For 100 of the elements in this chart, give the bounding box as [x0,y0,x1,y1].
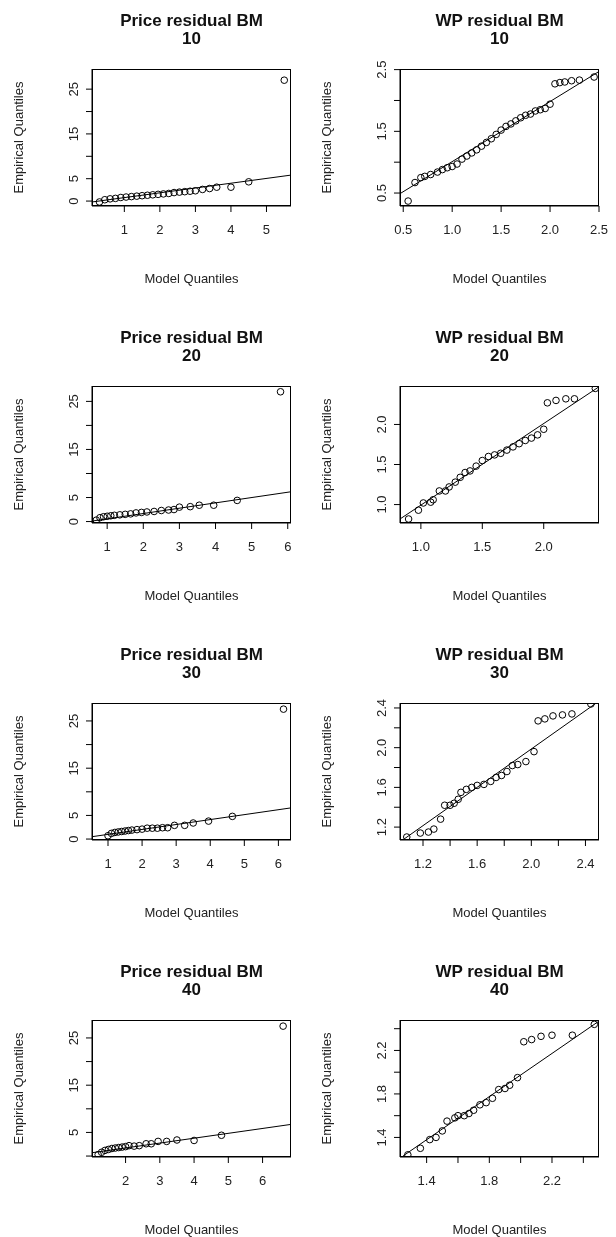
x-tick-label: 5 [248,539,256,554]
point [543,399,552,407]
point [486,777,495,786]
y-axis-title: Empirical Quantiles [10,398,26,511]
point [121,1142,130,1151]
x-axis-title: Model Quantiles [452,271,547,286]
point [107,829,116,838]
y-axis-title: Empirical Quantiles [318,715,334,828]
point [533,431,542,439]
point [164,189,173,198]
point [441,487,450,495]
point [450,799,458,808]
x-tick-label: 3 [172,856,180,871]
x-axis-title: Model Quantiles [452,905,547,920]
x-axis-title: Model Quantiles [144,271,239,286]
point [244,178,253,186]
point [534,717,542,725]
point [153,824,162,832]
point [217,1131,226,1140]
point [189,819,197,827]
y-tick-label: 5 [66,175,81,183]
point [507,120,515,128]
x-tick-label: 1 [120,222,128,237]
point [469,1106,478,1115]
point [132,192,141,200]
x-tick-label: 2.0 [541,222,560,237]
x-tick-label: 1.0 [443,222,462,237]
point [414,506,423,514]
y-tick-label: 1.8 [374,1084,389,1103]
x-tick-label: 4 [206,856,214,871]
point [476,1101,484,1109]
point [562,395,570,403]
point [170,188,178,197]
point [466,467,474,475]
x-tick-label: 2 [138,856,146,871]
point [126,510,135,518]
y-axis-title: Empirical Quantiles [10,715,26,828]
point [228,812,237,821]
point [103,512,111,521]
point [527,1035,536,1044]
point [420,172,429,181]
point [132,509,140,517]
point [92,516,101,523]
point [142,1139,150,1148]
point [541,104,549,113]
point [570,395,579,403]
point [186,502,195,511]
point [568,1031,577,1040]
point [472,462,480,470]
point [531,107,540,115]
point [402,833,411,840]
x-tick-label: 2.0 [534,539,553,554]
point [494,1085,503,1094]
x-tick-label: 1.5 [473,539,492,554]
y-tick-label: 15 [66,760,81,776]
point [454,795,463,804]
chart-title: Price residual BM 30 [119,645,264,682]
point [204,817,213,825]
point [478,456,487,465]
point [118,1143,126,1151]
point [117,827,126,836]
chart-title: Price residual BM 10 [119,11,264,48]
y-tick-label: 1.4 [374,1128,389,1147]
point [461,468,469,477]
x-axis-title: Model Quantiles [144,905,239,920]
point [121,510,130,519]
point [552,396,560,405]
point [164,506,173,514]
point [143,824,151,832]
point [190,1136,198,1145]
y-tick-label: 1.5 [374,455,389,474]
point [433,168,442,176]
point [513,1073,522,1082]
x-axis-title: Model Quantiles [452,588,547,603]
y-tick-label: 25 [66,81,81,97]
point [279,705,288,713]
y-tick-label: 0 [66,517,81,526]
chart-title: WP residual BM 40 [434,962,565,999]
point [496,449,505,458]
point [148,191,157,199]
point [438,165,447,174]
point [537,1032,545,1041]
x-tick-label: 6 [274,856,283,871]
point [457,788,465,797]
y-tick-label: 1.0 [374,495,389,514]
y-tick-label: 5 [66,1128,81,1137]
point [590,1020,599,1029]
point [154,1137,162,1146]
x-tick-label: 2.2 [542,1173,562,1188]
point [515,439,523,448]
point [180,821,189,830]
point [482,1098,490,1107]
point [467,783,476,792]
x-tick-label: 1.8 [480,1173,499,1188]
point [480,780,488,789]
y-tick-label: 2.2 [374,1041,389,1060]
point [280,76,289,84]
point [114,828,123,836]
point [175,188,184,196]
point [279,1022,287,1030]
